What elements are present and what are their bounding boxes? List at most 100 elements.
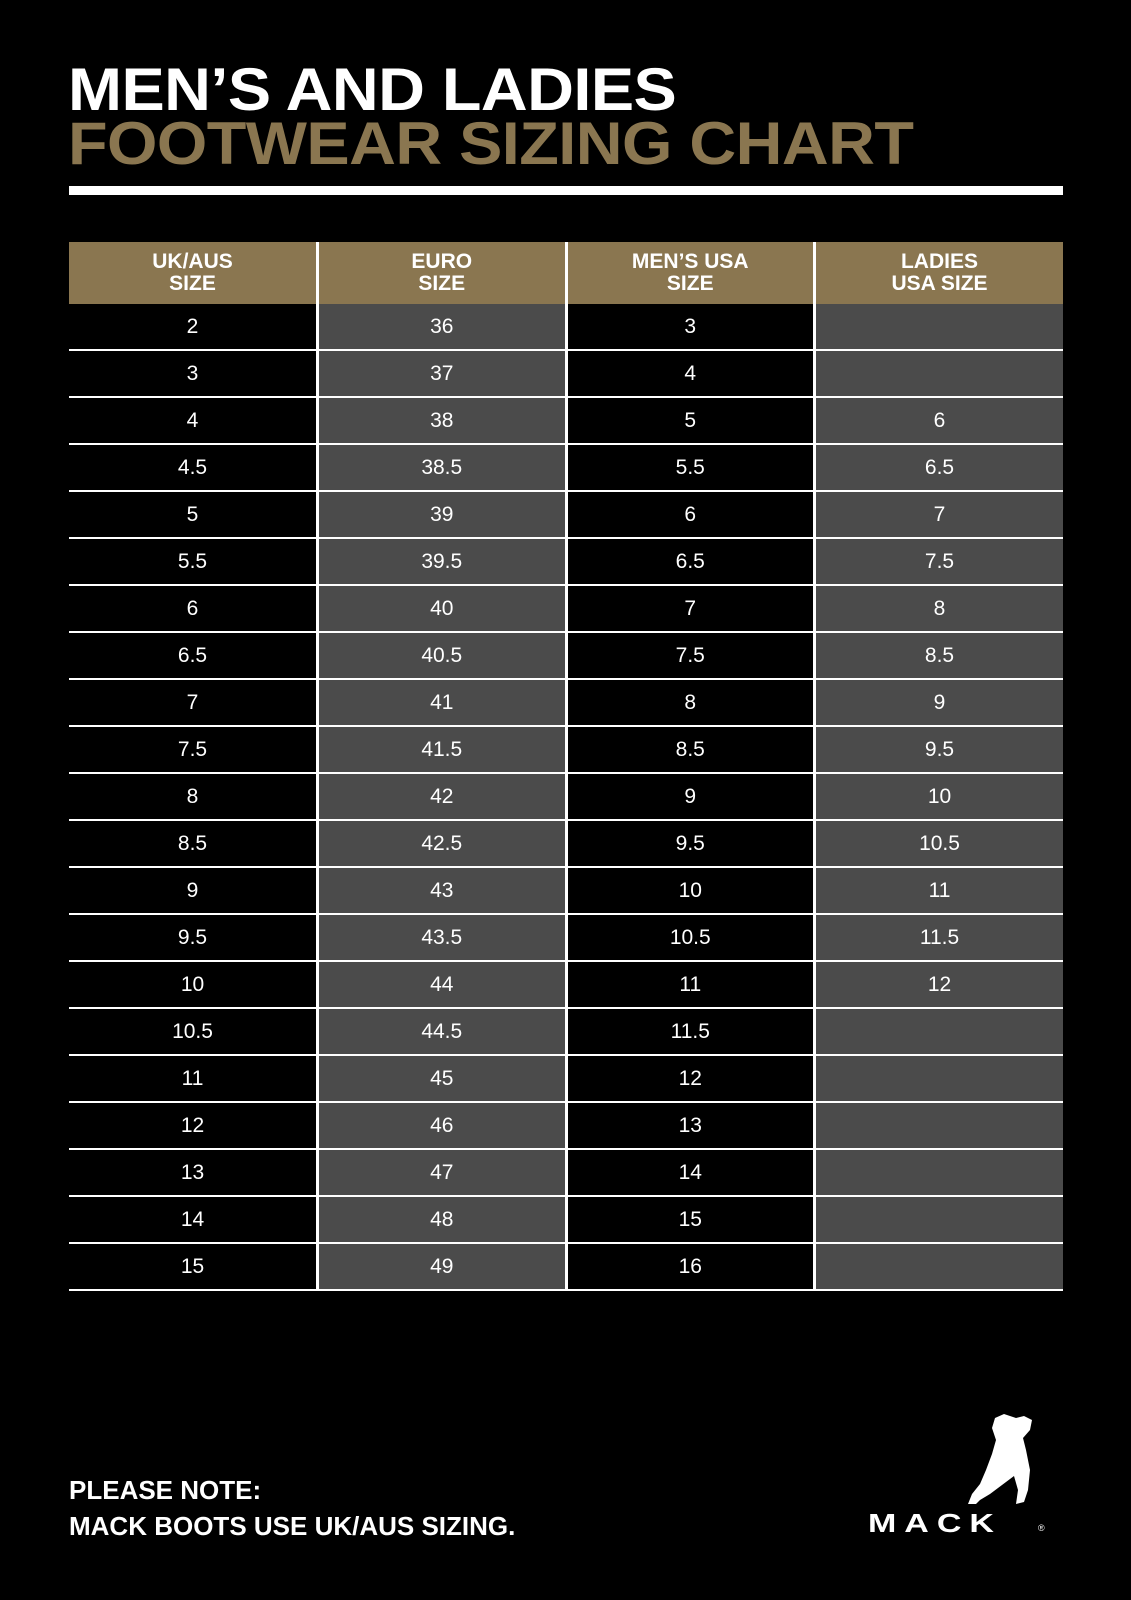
bulldog-icon [968,1414,1032,1504]
sizing-table: UK/AUS SIZE EURO SIZE MEN’S USA SIZE LADIES USA… [69,242,1063,1291]
table-header-row: UK/AUS SIZE EURO SIZE MEN’S USA SIZE LADIES USA… [69,242,1063,304]
table-cell: 9.5 [69,914,318,962]
table-cell: 5 [69,491,318,539]
table-row: 9 43 10 11 [69,867,1063,915]
table-cell: 6 [564,491,815,539]
column-header-line: SIZE [666,272,714,295]
table-row: 10 44 11 12 [69,961,1063,1009]
column-header-line: LADIES [900,250,978,273]
table-cell: 44 [316,961,566,1009]
table-cell: 38.5 [316,444,566,492]
table-row: 7.5 41.5 8.5 9.5 [69,726,1063,774]
column-header: MEN’S USA SIZE [564,242,815,304]
column-header: EURO SIZE [316,242,566,304]
table-cell: 42.5 [316,820,566,868]
table-cell [813,1196,1063,1244]
table-cell: 2 [69,304,318,351]
table-cell: 8 [69,773,318,821]
table-cell: 43 [316,867,566,915]
table-cell: 11 [813,867,1063,915]
column-header: LADIES USA SIZE [813,242,1063,304]
table-cell: 12 [69,1102,318,1150]
table-cell: 8 [813,585,1063,633]
note-text: MACK BOOTS USE UK/AUS SIZING. [69,1511,516,1541]
table-cell: 12 [564,1055,815,1103]
column-header: UK/AUS SIZE [69,242,318,304]
title-line-2: FOOTWEAR SIZING CHART [68,110,914,177]
table-cell: 6 [813,397,1063,445]
title-line-1: MEN’S AND LADIES [68,56,677,123]
title-divider [69,186,1063,195]
table-cell: 7.5 [813,538,1063,586]
table-cell: 10 [813,773,1063,821]
table-row: 15 49 16 [69,1243,1063,1291]
table-row: 6 40 7 8 [69,585,1063,633]
table-cell: 4 [69,397,318,445]
table-cell: 6.5 [813,444,1063,492]
table-cell: 48 [316,1196,566,1244]
table-cell: 7.5 [69,726,318,774]
note-heading: PLEASE NOTE: [69,1475,262,1505]
table-row: 4 38 5 6 [69,397,1063,445]
table-cell: 14 [69,1196,318,1244]
table-cell: 36 [316,304,566,351]
table-cell [813,350,1063,398]
table-cell: 39.5 [316,538,566,586]
column-header-line: SIZE [169,272,216,295]
table-cell: 13 [69,1149,318,1197]
table-row: 7 41 8 9 [69,679,1063,727]
table-row: 3 37 4 [69,350,1063,398]
table-cell: 15 [69,1243,318,1291]
table-cell: 40 [316,585,566,633]
table-cell: 47 [316,1149,566,1197]
column-header-line: EURO [411,250,473,273]
table-row: 14 48 15 [69,1196,1063,1244]
table-row: 11 45 12 [69,1055,1063,1103]
table-cell: 9.5 [564,820,815,868]
table-row: 10.5 44.5 11.5 [69,1008,1063,1056]
table-cell: 43.5 [316,914,566,962]
table-cell: 7 [69,679,318,727]
table-cell: 8.5 [69,820,318,868]
table-cell: 45 [316,1055,566,1103]
table-cell: 44.5 [316,1008,566,1056]
table-row: 8 42 9 10 [69,773,1063,821]
table-row: 6.5 40.5 7.5 8.5 [69,632,1063,680]
table-cell: 4.5 [69,444,318,492]
table-cell: 9.5 [813,726,1063,774]
table-cell: 6 [69,585,318,633]
table-cell: 39 [316,491,566,539]
table-cell: 40.5 [316,632,566,680]
registered-mark: ® [1038,1523,1045,1533]
table-cell: 5.5 [564,444,815,492]
table-cell: 46 [316,1102,566,1150]
table-cell [813,304,1063,351]
table-row: 5.5 39.5 6.5 7.5 [69,538,1063,586]
table-row: 9.5 43.5 10.5 11.5 [69,914,1063,962]
table-cell: 6.5 [69,632,318,680]
column-header-line: SIZE [418,272,466,295]
table-cell: 9 [69,867,318,915]
table-cell: 3 [564,304,815,351]
table-cell: 5.5 [69,538,318,586]
table-row: 4.5 38.5 5.5 6.5 [69,444,1063,492]
table-row: 12 46 13 [69,1102,1063,1150]
table-cell: 41.5 [316,726,566,774]
table-cell: 4 [564,350,815,398]
logo-wordmark: MACK [868,1510,1002,1535]
table-cell: 7 [564,585,815,633]
table-cell [813,1055,1063,1103]
table-row: 8.5 42.5 9.5 10.5 [69,820,1063,868]
table-cell: 49 [316,1243,566,1291]
table-cell: 7 [813,491,1063,539]
table-cell: 11 [69,1055,318,1103]
sizing-note: PLEASE NOTE: MACK BOOTS USE UK/AUS SIZIN… [69,1472,515,1544]
table-cell: 8.5 [813,632,1063,680]
table-cell [813,1102,1063,1150]
table-cell: 41 [316,679,566,727]
table-row: 13 47 14 [69,1149,1063,1197]
table-cell: 10 [69,961,318,1009]
table-cell: 6.5 [564,538,815,586]
column-header-line: UK/AUS [152,250,233,273]
table-cell: 38 [316,397,566,445]
